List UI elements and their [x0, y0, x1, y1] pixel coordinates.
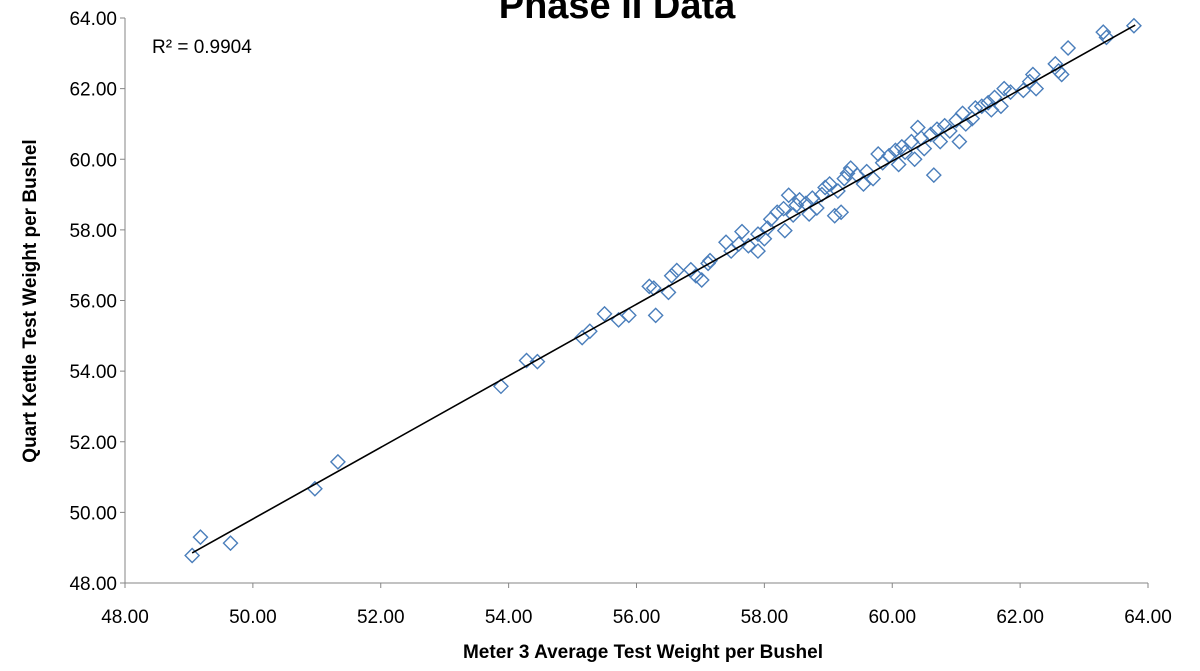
y-tick-label: 48.00	[69, 574, 117, 595]
data-point	[780, 187, 797, 204]
data-point	[836, 170, 853, 187]
data-point	[980, 94, 997, 111]
data-point	[518, 352, 535, 369]
data-point	[957, 115, 974, 132]
x-axis-ticks: 48.00 50.00 52.00 54.00 56.00 58.00 60.00 62.00…	[101, 583, 1172, 628]
data-point	[992, 98, 1009, 115]
data-point	[951, 133, 968, 150]
data-point	[1002, 84, 1019, 101]
y-tick-label: 62.00	[69, 80, 117, 101]
y-tick-label: 60.00	[69, 150, 117, 171]
data-point	[833, 204, 850, 221]
chart-title: Phase II Data	[499, 0, 736, 27]
y-tick-label: 50.00	[69, 503, 117, 524]
x-tick-label: 56.00	[613, 607, 661, 628]
x-tick-label: 48.00	[101, 607, 149, 628]
y-tick-label: 54.00	[69, 362, 117, 383]
data-point	[756, 230, 773, 247]
data-point	[1053, 66, 1070, 83]
data-point	[1125, 17, 1142, 34]
data-point	[749, 226, 766, 243]
data-point	[749, 243, 766, 260]
x-tick-label: 62.00	[996, 607, 1044, 628]
data-point	[730, 236, 747, 252]
data-point	[641, 278, 658, 295]
data-point	[184, 547, 201, 564]
data-point	[492, 378, 509, 395]
data-point	[1060, 40, 1077, 57]
y-tick-label: 58.00	[69, 221, 117, 242]
data-point	[596, 305, 613, 322]
data-point	[964, 110, 981, 127]
x-tick-label: 50.00	[229, 607, 277, 628]
data-point	[1098, 29, 1115, 46]
r-squared-annotation: R² = 0.9904	[152, 37, 252, 58]
data-point	[906, 151, 923, 168]
data-point	[222, 535, 239, 552]
data-point	[1047, 55, 1064, 72]
data-point	[897, 144, 914, 161]
x-tick-label: 52.00	[357, 607, 405, 628]
x-tick-label: 58.00	[741, 607, 789, 628]
data-point	[865, 170, 882, 187]
data-point	[693, 272, 710, 289]
x-axis-title: Meter 3 Average Test Weight per Bushel	[463, 642, 823, 663]
data-point	[890, 156, 907, 173]
data-point	[776, 222, 793, 239]
data-point	[668, 262, 685, 279]
data-point	[192, 529, 209, 546]
data-point	[1095, 24, 1112, 41]
data-point	[581, 323, 598, 340]
data-point	[734, 223, 750, 240]
data-point	[887, 142, 904, 159]
y-tick-label: 52.00	[69, 433, 117, 454]
data-point	[839, 165, 856, 182]
data-points	[184, 17, 1142, 564]
data-point	[1015, 82, 1032, 99]
data-point	[702, 252, 719, 269]
y-tick-label: 64.00	[69, 9, 117, 30]
data-point	[647, 307, 664, 324]
data-point	[663, 267, 680, 284]
data-point	[788, 197, 805, 214]
y-axis-title: Quart Kettle Test Weight per Bushel	[20, 139, 41, 462]
data-point	[660, 284, 677, 301]
data-point	[775, 200, 792, 217]
data-point	[329, 453, 346, 470]
x-tick-label: 64.00	[1124, 607, 1172, 628]
data-point	[932, 133, 949, 150]
data-point	[1028, 80, 1045, 97]
data-point	[817, 179, 834, 196]
y-axis-ticks: 48.00 50.00 52.00 54.00 56.00 58.00 60.00 62.00…	[69, 9, 125, 595]
data-point	[973, 98, 990, 115]
data-point	[941, 123, 958, 139]
x-tick-label: 60.00	[868, 607, 916, 628]
trend-line	[191, 24, 1136, 554]
data-point	[529, 353, 546, 370]
data-point	[620, 307, 637, 324]
data-point	[826, 207, 843, 224]
data-point	[821, 175, 838, 192]
data-point	[769, 204, 786, 221]
data-point	[718, 234, 735, 251]
y-tick-label: 56.00	[69, 292, 117, 313]
data-point	[922, 126, 939, 143]
x-tick-label: 54.00	[485, 607, 533, 628]
data-point	[785, 207, 802, 224]
data-point	[925, 167, 942, 184]
